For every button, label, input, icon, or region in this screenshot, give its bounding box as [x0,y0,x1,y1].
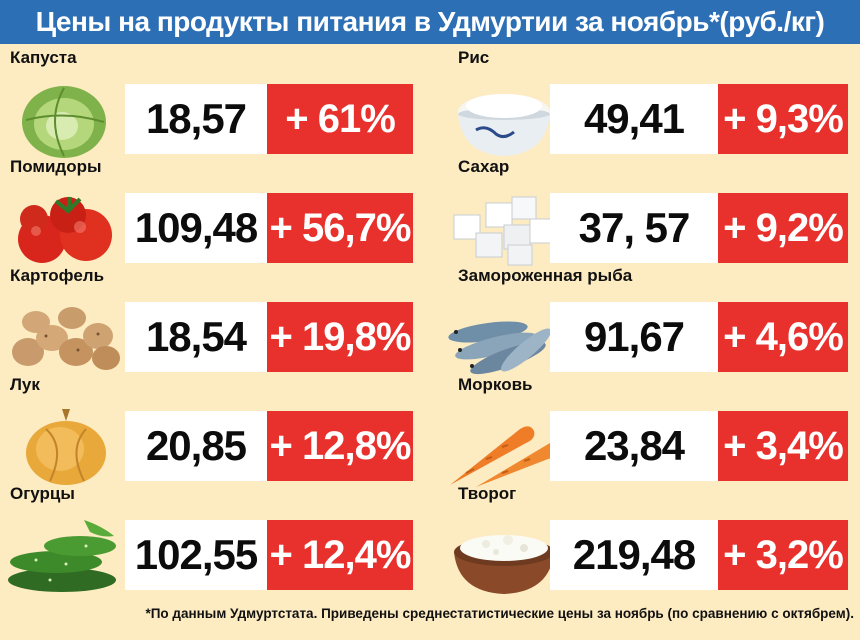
cucumber-icon [6,516,124,596]
change-box: + 56,7% [267,193,413,263]
change-box: + 19,8% [267,302,413,372]
change-box: + 12,8% [267,411,413,481]
change-value: + 9,3% [723,97,844,141]
price-box: 20,85 [125,411,267,481]
sugar-icon [446,189,564,269]
product-name: Сахар [458,157,510,176]
fish-icon [446,298,564,378]
price-box: 49,41 [550,84,718,154]
price-box: 23,84 [550,411,718,481]
change-value: + 3,2% [723,533,844,577]
price-box: 109,48 [125,193,267,263]
change-value: + 12,4% [269,533,412,577]
carrot-icon [446,407,564,487]
price-value: 219,48 [572,531,696,578]
product-item-rice: Рис 49,41 + 9,3% [430,44,860,156]
price-value: 18,57 [145,95,247,142]
product-item-cottage-cheese: Творог 219,48 + 3,2% [430,480,860,594]
product-name: Огурцы [10,484,75,503]
product-name: Рис [458,48,490,67]
change-value: + 4,6% [723,315,844,359]
price-box: 91,67 [550,302,718,372]
price-box: 18,57 [125,84,267,154]
change-box: + 12,4% [267,520,413,590]
change-box: + 4,6% [718,302,848,372]
product-name: Картофель [10,266,105,285]
product-item-carrot: Морковь 23,84 + 3,4% [430,371,860,487]
potato-icon [6,298,124,378]
rice-icon [446,80,564,160]
tomato-icon [6,189,124,269]
product-name: Замороженная рыба [458,266,633,285]
page-title: Цены на продукты питания в Удмуртии за н… [0,0,860,44]
change-value: + 19,8% [269,315,412,359]
product-item-sugar: Сахар 37, 57 + 9,2% [430,153,860,266]
price-value: 49,41 [583,95,685,142]
product-name: Лук [10,375,40,394]
price-value: 91,67 [583,313,685,360]
change-value: + 56,7% [269,206,412,250]
right-column: Рис 49,41 + 9,3% Сахар 37, 57 + 9,2% Зам… [430,44,860,604]
product-item-onion: Лук 20,85 + 12,8% [0,371,430,485]
price-box: 37, 57 [550,193,718,263]
change-box: + 3,2% [718,520,848,590]
product-item-cucumbers: Огурцы 102,55 + 12,4% [0,480,430,592]
change-value: + 3,4% [723,424,844,468]
change-value: + 9,2% [723,206,844,250]
change-box: + 9,2% [718,193,848,263]
price-value: 109,48 [134,204,258,251]
left-column: Капуста 18,57 + 61% Помидоры 109,48 + 56… [0,44,430,604]
change-value: + 12,8% [269,424,412,468]
price-value: 18,54 [145,313,247,360]
product-item-frozen-fish: Замороженная рыба 91,67 + 4,6% [430,262,860,375]
price-value: 102,55 [134,531,258,578]
change-value: + 61% [285,97,396,141]
price-value: 20,85 [145,422,247,469]
onion-icon [6,407,124,487]
change-box: + 3,4% [718,411,848,481]
product-item-potatoes: Картофель 18,54 + 19,8% [0,262,430,372]
price-value: 37, 57 [578,204,691,251]
cabbage-icon [6,80,124,160]
footnote: *По данным Удмуртстата. Приведены средне… [145,606,854,621]
product-name: Помидоры [10,157,102,176]
product-name: Морковь [458,375,533,394]
price-value: 23,84 [583,422,685,469]
cottage-cheese-icon [446,516,564,596]
price-box: 102,55 [125,520,267,590]
product-item-tomatoes: Помидоры 109,48 + 56,7% [0,153,430,263]
change-box: + 61% [267,84,413,154]
price-box: 219,48 [550,520,718,590]
product-name: Капуста [10,48,77,67]
product-item-cabbage: Капуста 18,57 + 61% [0,44,430,158]
change-box: + 9,3% [718,84,848,154]
product-name: Творог [458,484,517,503]
price-box: 18,54 [125,302,267,372]
